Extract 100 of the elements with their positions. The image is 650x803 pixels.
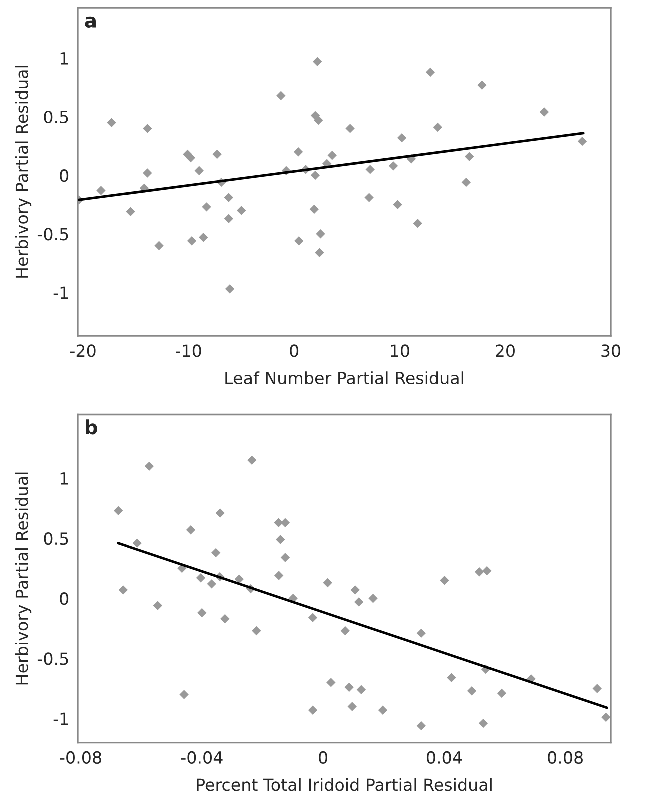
y-tick-label: 0 <box>60 592 69 606</box>
point <box>462 178 472 188</box>
point <box>344 682 354 692</box>
point <box>478 80 487 90</box>
point <box>416 721 426 731</box>
point <box>220 614 230 624</box>
point <box>118 586 128 595</box>
point <box>464 152 474 162</box>
point <box>497 688 507 698</box>
x-tick-label: 0 <box>290 344 299 358</box>
point <box>153 601 163 610</box>
point <box>225 284 235 294</box>
point <box>467 686 477 696</box>
x-tick-label: 20 <box>496 344 515 358</box>
y-tick-label: -1 <box>54 712 68 726</box>
point <box>224 193 234 202</box>
point <box>378 706 388 715</box>
y-tick-label: 0 <box>60 170 69 182</box>
point <box>211 548 221 558</box>
point <box>294 148 304 157</box>
point <box>186 153 196 163</box>
point <box>276 91 286 100</box>
x-tick-label: 10 <box>391 344 410 358</box>
point <box>248 456 257 466</box>
point <box>340 626 350 636</box>
point <box>280 553 290 562</box>
point <box>393 200 402 210</box>
point <box>440 576 450 586</box>
y-tick-label: -1 <box>54 286 68 300</box>
point <box>126 207 136 216</box>
point <box>413 218 422 228</box>
point <box>143 168 152 178</box>
point <box>540 108 550 117</box>
point <box>132 538 142 548</box>
y-tick-label: 1 <box>60 472 68 485</box>
point <box>482 566 492 576</box>
point <box>366 165 375 174</box>
point <box>316 230 326 239</box>
y-tick-label: 0.5 <box>44 532 68 546</box>
point <box>207 580 216 589</box>
point <box>154 241 164 250</box>
point <box>186 526 196 535</box>
point <box>274 571 284 580</box>
point <box>433 122 443 132</box>
x-axis-title: Percent Total Iridoid Partial Residual <box>197 778 492 792</box>
point <box>346 124 355 134</box>
point <box>198 233 208 242</box>
point <box>310 170 320 180</box>
point <box>308 613 318 622</box>
point <box>578 136 588 146</box>
x-tick-label: 0.04 <box>426 751 462 764</box>
chart-title: a <box>85 16 96 28</box>
point <box>314 116 324 126</box>
point <box>356 685 366 695</box>
point <box>114 506 124 516</box>
point <box>397 133 407 143</box>
point <box>276 535 286 544</box>
y-tick-label: 1 <box>60 52 68 65</box>
point <box>388 162 398 171</box>
y-axis-title: Herbivory Partial Residual <box>15 472 32 685</box>
y-tick-label: -0.5 <box>38 652 68 666</box>
point <box>294 236 304 246</box>
point <box>478 718 488 728</box>
point <box>107 118 116 128</box>
point <box>236 206 246 216</box>
x-axis-title: Leaf Number Partial Residual <box>226 372 464 385</box>
point <box>143 124 152 134</box>
x-tick-label: -0.04 <box>181 751 223 764</box>
y-tick-label: -0.5 <box>38 228 68 241</box>
y-axis-title: Herbivory Partial Residual <box>15 66 32 278</box>
x-tick-label: -10 <box>176 344 202 358</box>
point <box>196 574 206 583</box>
x-tick-label: -20 <box>70 344 96 358</box>
point <box>364 193 374 202</box>
point <box>312 57 322 67</box>
x-tick-label: 0.08 <box>548 751 583 764</box>
point <box>212 150 222 160</box>
point <box>426 68 436 78</box>
point <box>96 186 106 196</box>
point <box>315 248 324 258</box>
point <box>328 151 337 160</box>
point <box>194 166 204 176</box>
point <box>592 684 602 694</box>
x-tick-label: 0 <box>319 751 328 764</box>
point <box>323 578 332 588</box>
point <box>234 574 244 584</box>
point <box>474 568 484 577</box>
chart-title: b <box>86 420 98 435</box>
point <box>180 690 189 700</box>
x-tick-label: 30 <box>602 344 620 358</box>
point <box>202 202 212 212</box>
point <box>368 594 378 604</box>
point <box>447 673 456 682</box>
point <box>252 626 262 636</box>
point <box>416 628 426 638</box>
point <box>187 236 197 246</box>
point <box>310 204 320 214</box>
point <box>144 462 154 472</box>
point <box>350 586 360 595</box>
x-tick-label: -0.08 <box>60 751 102 764</box>
